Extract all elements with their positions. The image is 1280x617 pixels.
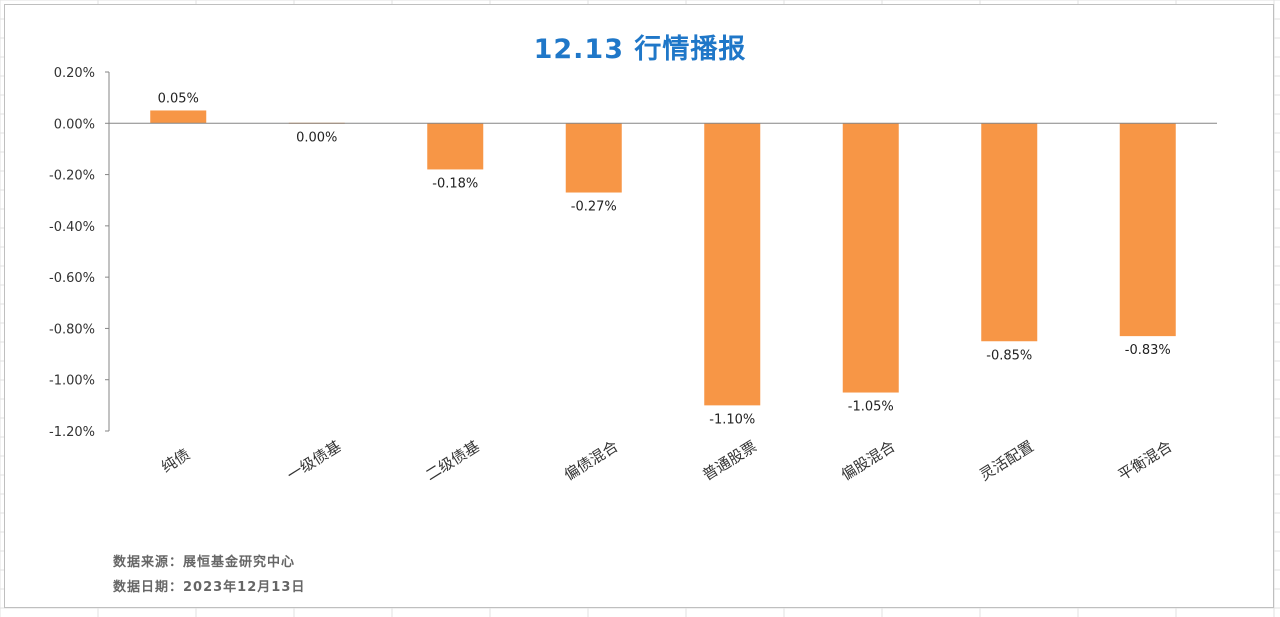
chart-area[interactable]: 12.13 行情播报 0.20% 0.00% -0.20% -0.40% -0.60% -… bbox=[4, 4, 1274, 608]
data-label: -1.05% bbox=[848, 400, 894, 415]
data-label: -0.27% bbox=[571, 200, 617, 215]
chart-title: 12.13 行情播报 bbox=[533, 34, 747, 65]
bar-4 bbox=[565, 123, 622, 193]
y-tick-label: -0.80% bbox=[49, 322, 95, 337]
bar-1 bbox=[150, 110, 207, 124]
bar-7 bbox=[981, 123, 1038, 342]
data-label: 0.05% bbox=[158, 91, 199, 106]
bar-8 bbox=[1119, 123, 1176, 337]
bar-6 bbox=[842, 123, 899, 393]
y-tick-label: -0.40% bbox=[49, 220, 95, 235]
y-tick-label: 0.20% bbox=[54, 66, 95, 81]
x-category-label: 偏股混合 bbox=[838, 437, 898, 484]
data-label: -0.83% bbox=[1125, 343, 1171, 358]
bar-5 bbox=[704, 123, 761, 406]
data-date-note: 数据日期：2023年12月13日 bbox=[113, 580, 306, 595]
y-tick-label: -1.20% bbox=[49, 425, 95, 440]
data-label: -0.18% bbox=[432, 176, 478, 191]
data-label: 0.00% bbox=[296, 130, 337, 145]
x-category-label: 灵活配置 bbox=[976, 437, 1036, 484]
data-source-note: 数据来源：展恒基金研究中心 bbox=[113, 555, 296, 570]
y-tick-label: -1.00% bbox=[49, 374, 95, 389]
data-label: -1.10% bbox=[709, 412, 755, 427]
x-category-label: 偏债混合 bbox=[561, 437, 621, 484]
y-tick-label: 0.00% bbox=[54, 117, 95, 132]
x-category-label: 普通股票 bbox=[699, 437, 759, 484]
x-category-label: 纯债 bbox=[158, 445, 193, 476]
x-category-label: 平衡混合 bbox=[1115, 437, 1175, 484]
x-category-label: 一级债基 bbox=[284, 437, 344, 484]
y-tick-label: -0.20% bbox=[49, 169, 95, 184]
x-category-label: 二级债基 bbox=[422, 437, 482, 484]
data-label: -0.85% bbox=[986, 348, 1032, 363]
y-tick-label: -0.60% bbox=[49, 271, 95, 286]
bar-3 bbox=[427, 123, 484, 170]
bar-chart: 0.20% 0.00% -0.20% -0.40% -0.60% -0.80% -1.00%… bbox=[49, 66, 1217, 484]
